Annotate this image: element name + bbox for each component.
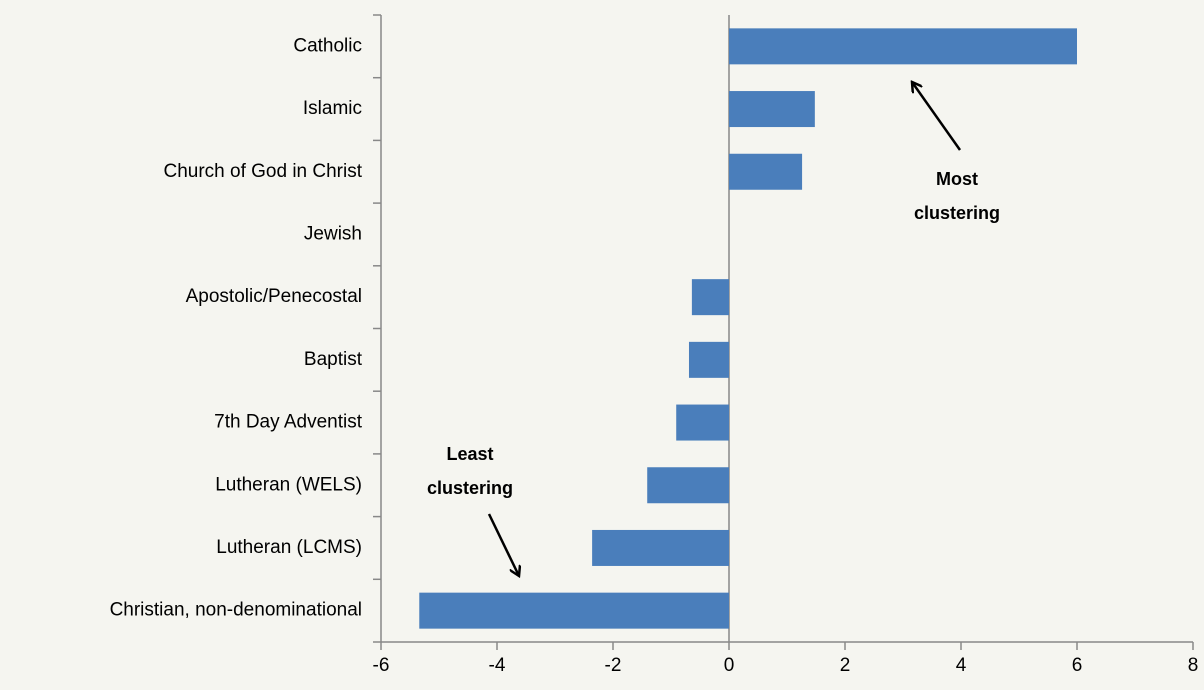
x-tick-label: 8 xyxy=(1188,655,1199,676)
y-tick-label: Jewish xyxy=(304,223,362,244)
annotation: Most xyxy=(936,169,978,189)
bar xyxy=(729,91,815,128)
bar xyxy=(419,592,729,629)
bar xyxy=(676,404,729,441)
y-tick-label: Baptist xyxy=(304,349,363,370)
y-tick-label: Catholic xyxy=(293,35,362,56)
x-tick-label: 4 xyxy=(956,655,967,676)
x-tick-label: 6 xyxy=(1072,655,1083,676)
x-tick-label: -2 xyxy=(605,655,622,676)
y-tick-label: Lutheran (WELS) xyxy=(215,474,362,495)
bar xyxy=(729,28,1077,65)
annotation: clustering xyxy=(914,203,1000,223)
x-tick-label: -6 xyxy=(373,655,390,676)
bar xyxy=(688,341,729,378)
bar xyxy=(729,153,803,190)
y-tick-label: Christian, non-denominational xyxy=(110,600,362,621)
y-tick-label: Apostolic/Penecostal xyxy=(186,286,362,307)
bar xyxy=(647,467,729,504)
x-tick-label: 2 xyxy=(840,655,851,676)
y-tick-label: Church of God in Christ xyxy=(163,161,362,182)
x-tick-label: -4 xyxy=(489,655,506,676)
arrow xyxy=(912,82,962,151)
x-tick-label: 0 xyxy=(724,655,735,676)
y-tick-label: Lutheran (LCMS) xyxy=(216,537,362,558)
arrow xyxy=(487,513,519,576)
annotation: Least xyxy=(446,444,493,464)
y-tick-label: Islamic xyxy=(303,98,362,119)
y-tick-label: 7th Day Adventist xyxy=(214,412,363,433)
annotation: clustering xyxy=(427,478,513,498)
bar xyxy=(691,279,729,316)
bar xyxy=(592,529,729,566)
